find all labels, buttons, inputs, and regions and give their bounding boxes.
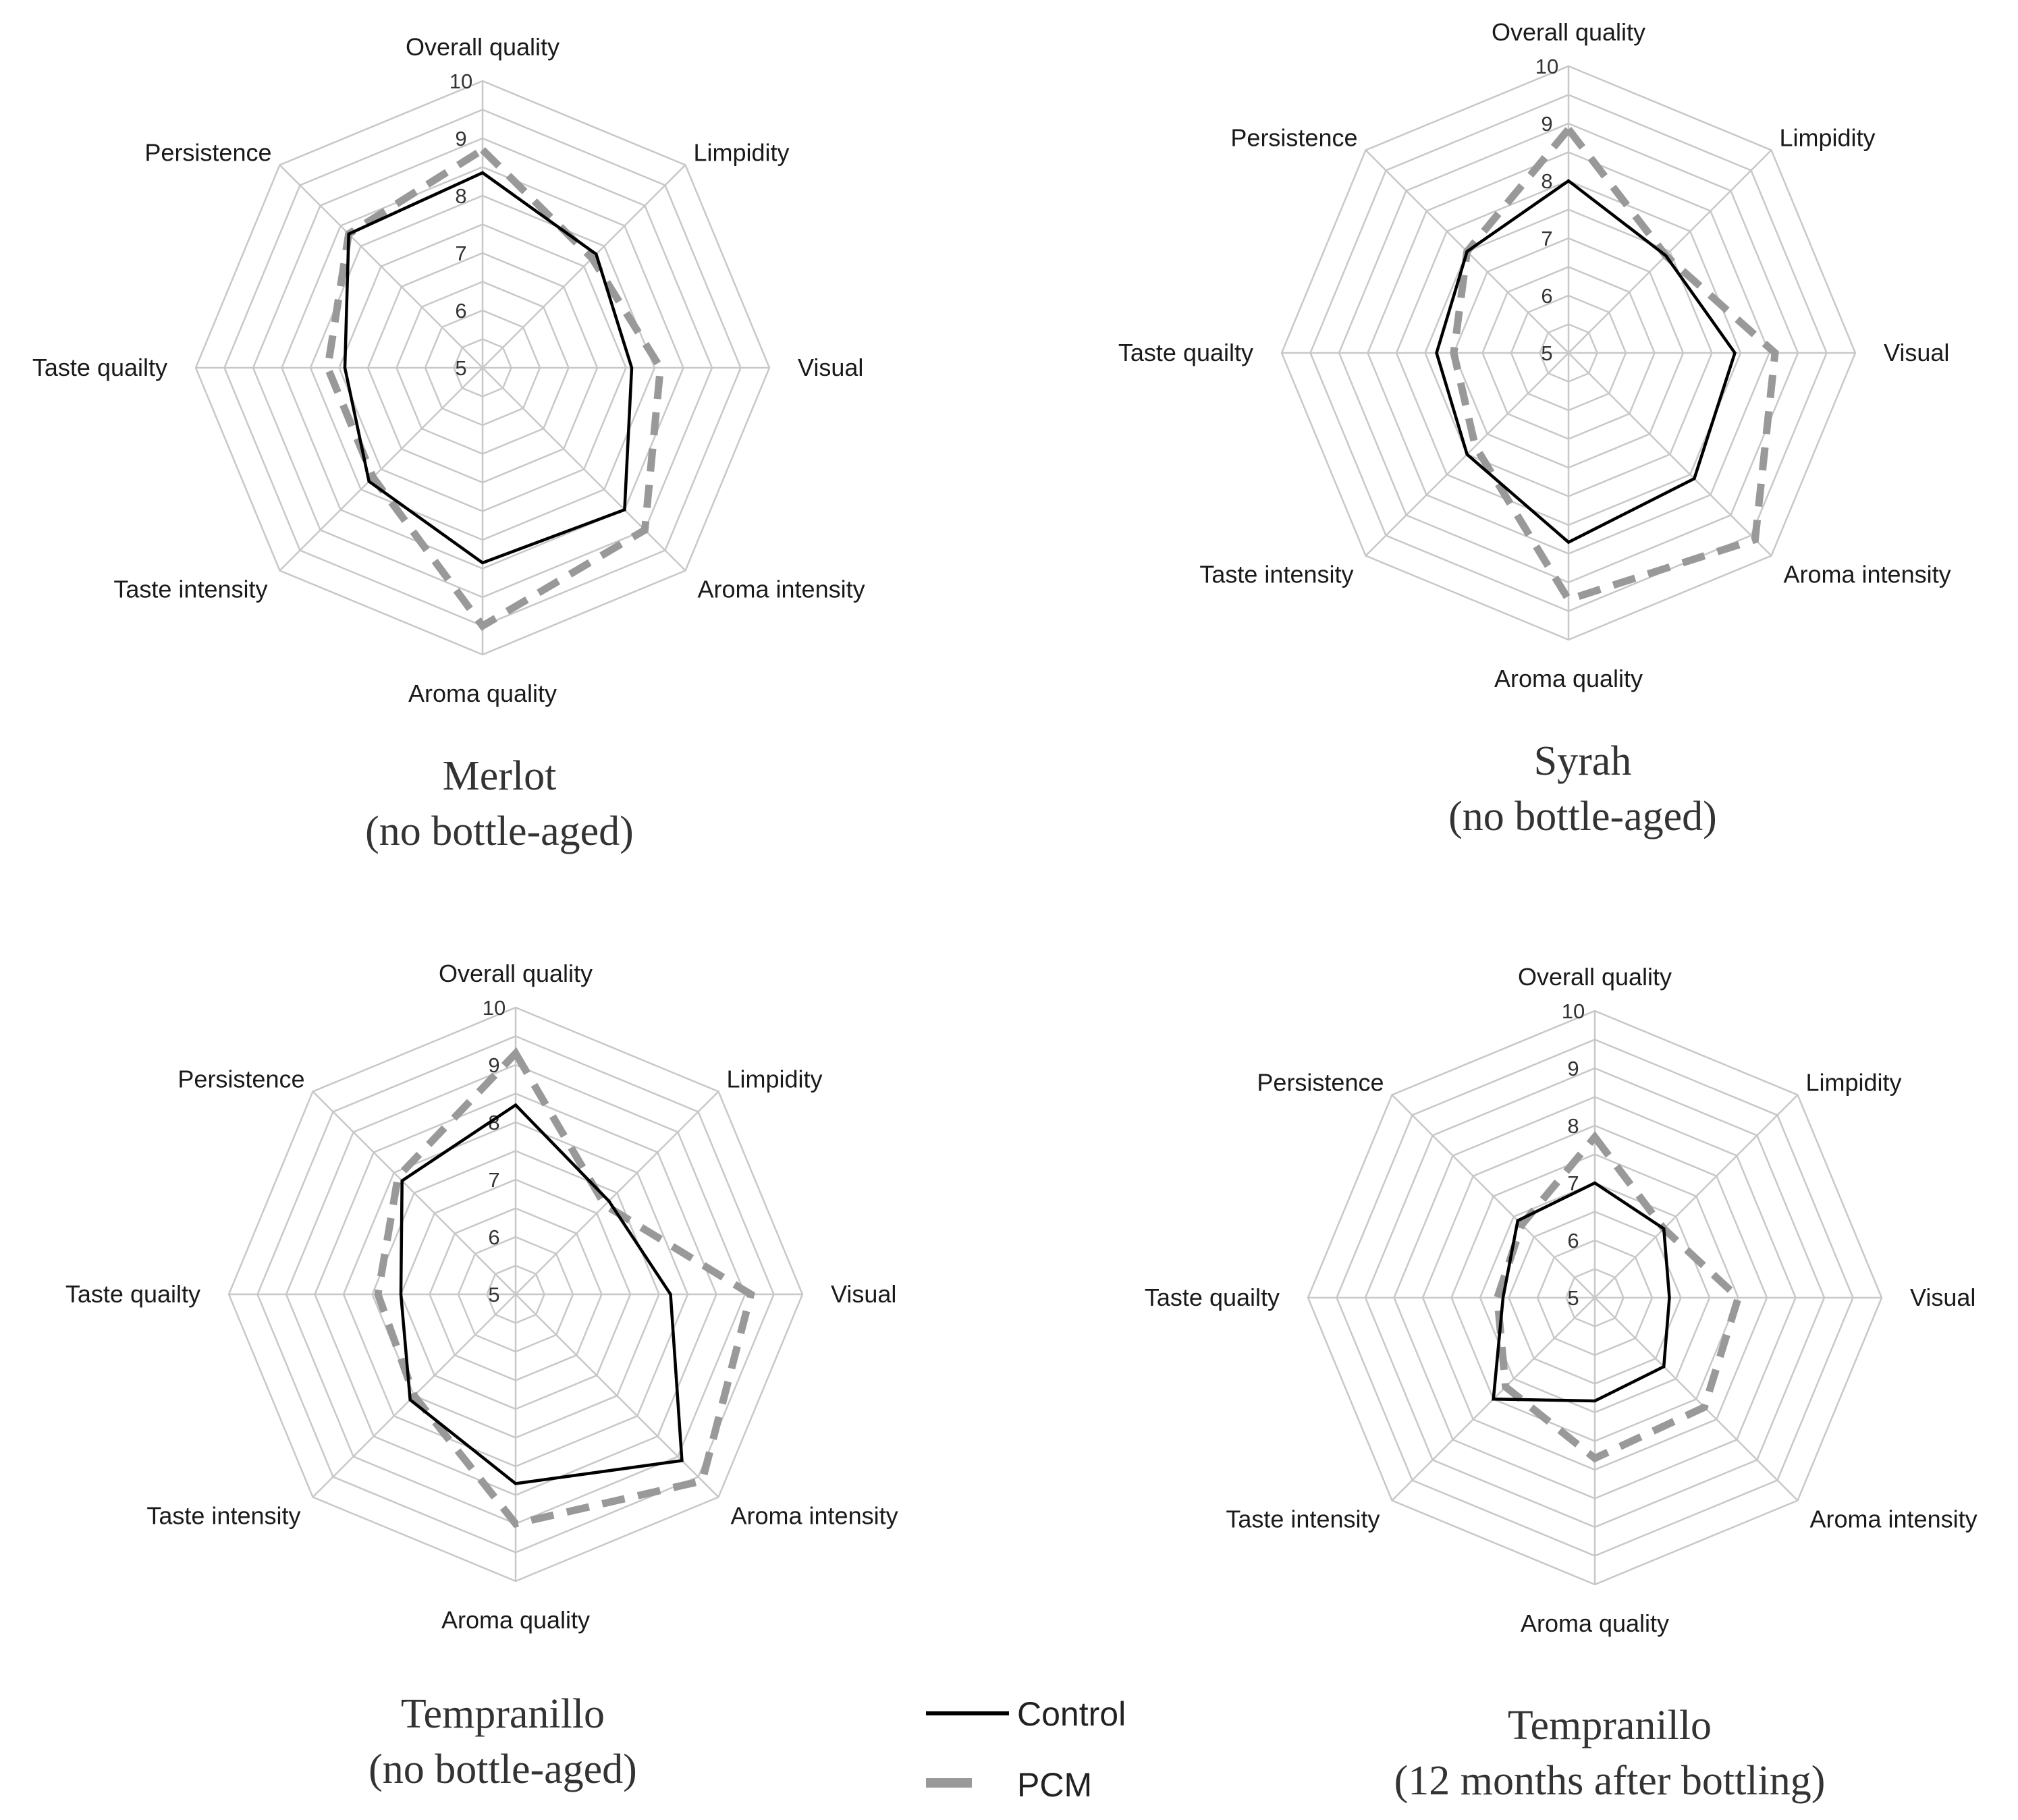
axis-label-persistence: Persistence — [1230, 124, 1357, 152]
axis-label-limpidity: Limpidity — [1806, 1069, 1902, 1097]
tick-label: 6 — [1567, 1229, 1579, 1252]
axis-label-overall-quality: Overall quality — [439, 960, 593, 987]
chart-subtitle: (no bottle-aged) — [369, 1746, 637, 1792]
chart-title: Tempranillo — [401, 1691, 605, 1737]
axis-label-persistence: Persistence — [1257, 1069, 1384, 1097]
tick-label: 10 — [483, 996, 506, 1020]
series-control — [1492, 1181, 1671, 1403]
tick-label: 9 — [1567, 1057, 1579, 1080]
grid-spoke — [1568, 352, 1772, 557]
axis-label-visual: Visual — [831, 1280, 896, 1308]
axis-label-taste-quailty: Taste quailty — [65, 1280, 200, 1308]
axis-label-visual: Visual — [798, 354, 863, 381]
legend: Control PCM — [926, 1695, 1126, 1804]
axis-label-aroma-intensity: Aroma intensity — [1784, 561, 1951, 588]
axis-label-limpidity: Limpidity — [1780, 124, 1876, 152]
tick-label: 6 — [455, 299, 466, 323]
tick-label: 9 — [1541, 112, 1552, 136]
axis-label-aroma-intensity: Aroma intensity — [698, 576, 865, 603]
chart-title: Syrah — [1534, 738, 1632, 784]
series-pcm — [1450, 123, 1779, 605]
axis-label-taste-intensity: Taste intensity — [146, 1502, 300, 1530]
axis-label-limpidity: Limpidity — [694, 139, 790, 167]
axis-label-aroma-quality: Aroma quality — [408, 680, 557, 707]
axis-label-overall-quality: Overall quality — [1492, 18, 1645, 46]
series-control — [399, 1103, 684, 1485]
legend-label-pcm: PCM — [1017, 1766, 1092, 1804]
tick-label: 6 — [1541, 284, 1552, 308]
axis-label-taste-quailty: Taste quailty — [32, 354, 167, 381]
axis-label-aroma-intensity: Aroma intensity — [1810, 1506, 1978, 1533]
grid-spoke — [279, 367, 483, 572]
axis-label-taste-intensity: Taste intensity — [113, 576, 267, 603]
tick-label: 10 — [1535, 55, 1558, 78]
tick-label: 9 — [455, 127, 466, 150]
axis-label-aroma-quality: Aroma quality — [1521, 1609, 1669, 1637]
axis-label-persistence: Persistence — [178, 1066, 304, 1093]
tick-label: 8 — [1541, 169, 1552, 193]
axis-label-visual: Visual — [1884, 339, 1949, 366]
tick-label: 5 — [488, 1283, 499, 1306]
series-pcm — [323, 145, 665, 631]
grid-spoke — [482, 164, 686, 368]
grid-spoke — [279, 164, 483, 368]
grid-spoke — [1594, 1094, 1799, 1298]
chart-subtitle: (12 months after bottling) — [1394, 1758, 1826, 1804]
tick-label: 5 — [1567, 1286, 1579, 1310]
tick-label: 8 — [1567, 1114, 1579, 1138]
tick-label: 9 — [488, 1053, 499, 1077]
series-pcm — [374, 1047, 755, 1528]
tick-label: 6 — [488, 1225, 499, 1249]
chart-subtitle: (no bottle-aged) — [1448, 794, 1717, 839]
axis-label-aroma-quality: Aroma quality — [441, 1606, 590, 1634]
chart-title: Merlot — [443, 753, 557, 799]
radar-grid — [227, 1006, 804, 1582]
grid-spoke — [1568, 149, 1772, 354]
tick-label: 5 — [455, 356, 466, 380]
grid-spoke — [515, 1294, 719, 1498]
tick-label: 8 — [455, 184, 466, 208]
tick-label: 5 — [1541, 341, 1552, 365]
series-control — [343, 171, 634, 565]
axis-label-aroma-quality: Aroma quality — [1494, 665, 1643, 692]
radar-chart-tempranillo-12-months: 5 6 7 8 9 10 Overall quality Limpidity Visual Aro… — [1145, 963, 1978, 1804]
axis-label-taste-intensity: Taste intensity — [1226, 1506, 1380, 1533]
axis-label-taste-intensity: Taste intensity — [1199, 561, 1353, 588]
chart-title: Tempranillo — [1508, 1703, 1712, 1748]
axis-label-visual: Visual — [1910, 1284, 1975, 1311]
tick-label: 7 — [488, 1168, 499, 1192]
tick-label: 10 — [449, 70, 472, 93]
axis-label-persistence: Persistence — [144, 139, 271, 167]
radar-chart-syrah: 5 6 7 8 9 10 Overall quality Limpidity Visual Aro… — [1118, 18, 1951, 839]
tick-label: 7 — [1541, 227, 1552, 250]
radar-grid — [1307, 1010, 1883, 1586]
chart-subtitle: (no bottle-aged) — [365, 808, 634, 854]
axis-label-overall-quality: Overall quality — [406, 33, 560, 61]
axis-label-limpidity: Limpidity — [727, 1066, 823, 1093]
grid-spoke — [515, 1091, 719, 1295]
axis-label-overall-quality: Overall quality — [1518, 963, 1672, 991]
axis-label-taste-quailty: Taste quailty — [1145, 1284, 1280, 1311]
grid-spoke — [1594, 1297, 1799, 1501]
legend-label-control: Control — [1017, 1695, 1126, 1733]
tick-label: 7 — [1567, 1171, 1579, 1195]
radar-chart-merlot: 5 6 7 8 9 10 Overall quality Limpidity Visual Aro… — [32, 33, 865, 854]
grid-spoke — [312, 1091, 516, 1295]
grid-spoke — [1391, 1094, 1596, 1298]
axis-label-taste-quailty: Taste quailty — [1118, 339, 1253, 366]
series-control — [1435, 179, 1737, 545]
radar-grid — [194, 80, 771, 656]
tick-label: 7 — [455, 242, 466, 265]
axis-label-aroma-intensity: Aroma intensity — [731, 1502, 898, 1530]
grid-spoke — [482, 367, 686, 572]
tick-label: 10 — [1562, 999, 1585, 1023]
radar-grid — [1280, 65, 1857, 641]
